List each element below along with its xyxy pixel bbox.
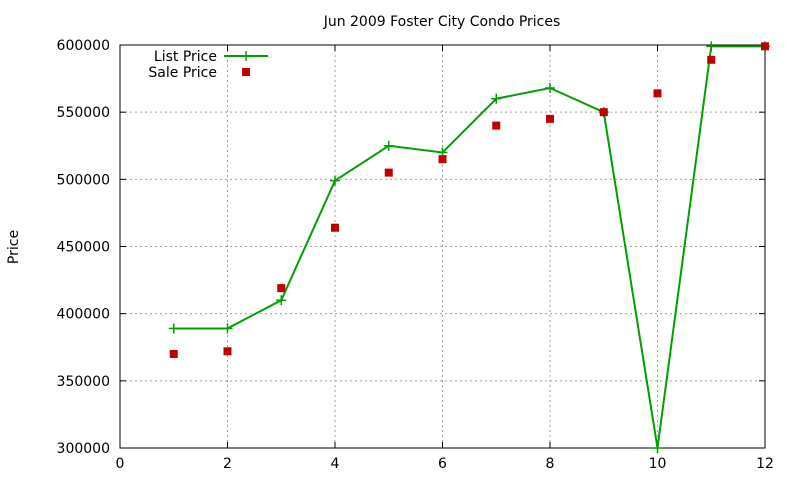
sale-price-point xyxy=(438,155,447,164)
x-tick-label: 0 xyxy=(116,456,125,472)
y-tick-label: 350000 xyxy=(57,374,110,390)
sale-price-point xyxy=(492,121,501,130)
sale-price-point xyxy=(223,347,232,356)
sale-price-point xyxy=(169,349,178,358)
plot-frame xyxy=(119,44,766,449)
list-price-point xyxy=(276,295,287,306)
legend-square-swatch xyxy=(242,68,250,76)
x-tick-label: 6 xyxy=(438,456,447,472)
y-tick-label: 450000 xyxy=(57,240,110,256)
grid-lines xyxy=(120,45,765,448)
axis-ticks: 0 2 4 6 8 10 12 300000 350000 400000 450000 500000 5… xyxy=(57,38,774,472)
x-tick-label: 8 xyxy=(546,456,555,472)
legend-plus-swatch xyxy=(241,51,251,61)
list-price-point xyxy=(545,82,555,93)
sale-price-point xyxy=(546,114,554,123)
list-price-point xyxy=(168,323,179,334)
x-tick-label: 10 xyxy=(649,456,667,472)
sale-price-point xyxy=(277,284,286,293)
y-tick-label: 300000 xyxy=(57,441,110,457)
y-tick-label: 400000 xyxy=(57,307,110,323)
y-axis-label: Price xyxy=(6,230,22,264)
y-tick-label: 550000 xyxy=(57,105,110,121)
sale-price-point xyxy=(384,168,393,177)
series-sale-price xyxy=(169,42,769,358)
x-tick-label: 4 xyxy=(331,456,340,472)
x-tick-label: 12 xyxy=(756,456,774,472)
y-tick-label: 500000 xyxy=(57,172,110,188)
y-tick-label: 600000 xyxy=(57,38,110,54)
legend-label: List Price xyxy=(154,49,217,65)
list-price-point xyxy=(222,323,233,334)
sale-price-point xyxy=(599,108,608,117)
sale-price-point xyxy=(331,223,339,232)
sale-price-point xyxy=(707,55,716,64)
list-price-point xyxy=(652,443,663,453)
sale-price-point xyxy=(653,89,662,98)
list-price-line xyxy=(173,45,765,449)
list-price-point xyxy=(491,93,502,104)
list-price-point xyxy=(383,140,394,151)
legend-label: Sale Price xyxy=(148,65,217,81)
list-price-point xyxy=(330,175,340,186)
series-list-price xyxy=(168,41,770,453)
x-tick-label: 2 xyxy=(223,456,232,472)
list-price-point xyxy=(706,41,717,52)
series-layer xyxy=(168,41,770,453)
sale-price-point xyxy=(761,42,769,51)
chart-title: Jun 2009 Foster City Condo Prices xyxy=(323,14,561,30)
